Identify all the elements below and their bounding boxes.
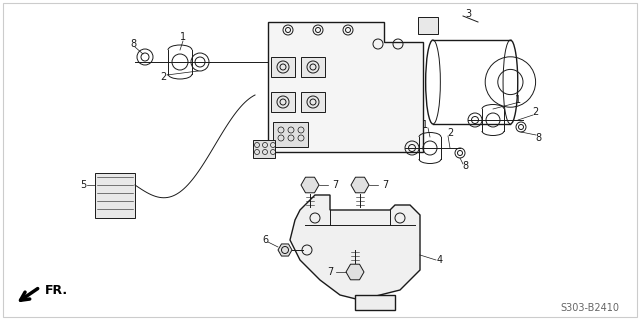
Text: 7: 7 [332, 180, 338, 190]
Text: 6: 6 [262, 235, 268, 245]
Text: 1: 1 [180, 32, 186, 42]
Text: 1: 1 [422, 120, 428, 130]
Text: 3: 3 [465, 9, 471, 19]
Bar [271, 57, 295, 77]
Text: S303-B2410: S303-B2410 [561, 303, 620, 313]
Text: 2: 2 [532, 107, 538, 117]
Polygon shape [346, 264, 364, 280]
Bar [271, 92, 295, 112]
Text: 7: 7 [382, 180, 388, 190]
Bar [95, 173, 135, 218]
Text: FR.: FR. [45, 284, 68, 297]
Polygon shape [278, 244, 292, 256]
Text: 2: 2 [447, 128, 453, 138]
Bar [301, 92, 325, 112]
Text: 4: 4 [437, 255, 443, 265]
Polygon shape [355, 295, 395, 310]
Polygon shape [418, 17, 438, 34]
Polygon shape [290, 195, 420, 300]
Polygon shape [268, 22, 423, 152]
Text: 1: 1 [515, 95, 521, 105]
Bar [273, 122, 308, 147]
Bar [253, 140, 275, 158]
Text: 7: 7 [327, 267, 333, 277]
Polygon shape [301, 177, 319, 193]
Text: 2: 2 [160, 72, 166, 82]
Bar [301, 57, 325, 77]
Text: 5: 5 [80, 180, 86, 190]
Text: 8: 8 [130, 39, 136, 49]
Polygon shape [351, 177, 369, 193]
Text: 8: 8 [535, 133, 541, 143]
Text: 8: 8 [462, 161, 468, 171]
